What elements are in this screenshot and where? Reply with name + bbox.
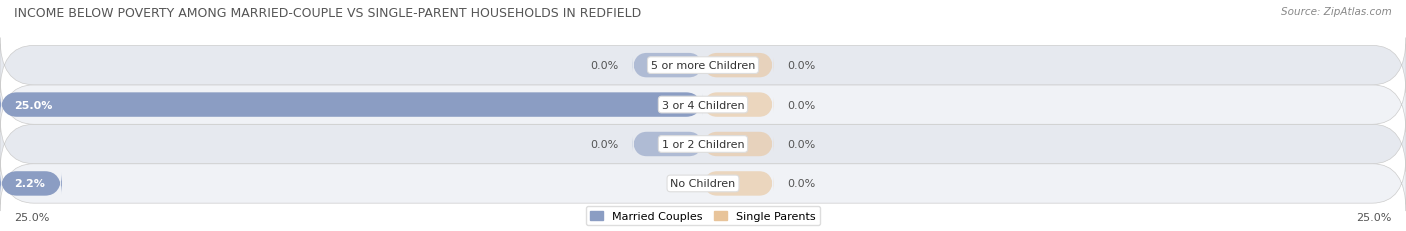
Text: Source: ZipAtlas.com: Source: ZipAtlas.com <box>1281 7 1392 17</box>
Text: 0.0%: 0.0% <box>591 139 619 149</box>
FancyBboxPatch shape <box>703 54 773 78</box>
FancyBboxPatch shape <box>703 93 773 117</box>
Text: 0.0%: 0.0% <box>787 61 815 71</box>
Text: No Children: No Children <box>671 179 735 189</box>
Text: 0.0%: 0.0% <box>787 100 815 110</box>
Text: 0.0%: 0.0% <box>787 139 815 149</box>
Text: 2.2%: 2.2% <box>14 179 45 189</box>
FancyBboxPatch shape <box>633 132 703 157</box>
Text: 25.0%: 25.0% <box>14 213 49 222</box>
FancyBboxPatch shape <box>0 156 1406 211</box>
FancyBboxPatch shape <box>0 117 1406 172</box>
Text: 5 or more Children: 5 or more Children <box>651 61 755 71</box>
Text: 0.0%: 0.0% <box>591 61 619 71</box>
Text: 3 or 4 Children: 3 or 4 Children <box>662 100 744 110</box>
Text: 1 or 2 Children: 1 or 2 Children <box>662 139 744 149</box>
FancyBboxPatch shape <box>703 171 773 196</box>
Text: 25.0%: 25.0% <box>14 100 52 110</box>
FancyBboxPatch shape <box>0 171 62 196</box>
FancyBboxPatch shape <box>0 93 703 117</box>
Text: 25.0%: 25.0% <box>1357 213 1392 222</box>
FancyBboxPatch shape <box>703 132 773 157</box>
FancyBboxPatch shape <box>0 38 1406 93</box>
Text: 0.0%: 0.0% <box>787 179 815 189</box>
Legend: Married Couples, Single Parents: Married Couples, Single Parents <box>586 206 820 225</box>
Text: INCOME BELOW POVERTY AMONG MARRIED-COUPLE VS SINGLE-PARENT HOUSEHOLDS IN REDFIEL: INCOME BELOW POVERTY AMONG MARRIED-COUPL… <box>14 7 641 20</box>
FancyBboxPatch shape <box>0 78 1406 133</box>
FancyBboxPatch shape <box>633 54 703 78</box>
